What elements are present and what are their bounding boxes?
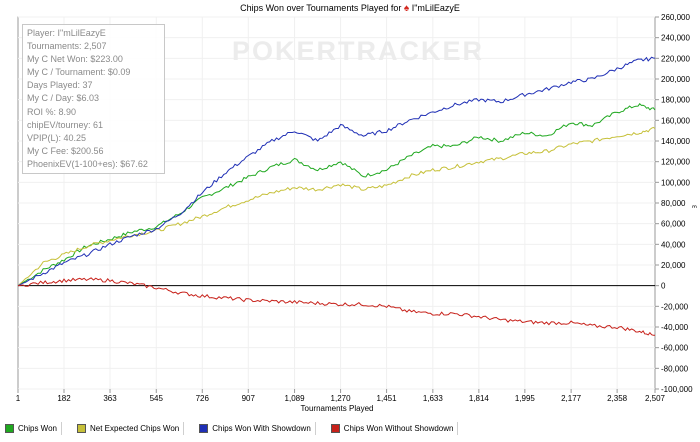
stat-line: VPIP(L): 40.25 bbox=[27, 132, 87, 143]
stats-panel: Player: I"mLilEazyE Tournaments: 2,507 My … bbox=[22, 24, 165, 174]
y-tick-label: 0 bbox=[661, 282, 666, 291]
legend-swatch bbox=[199, 423, 209, 433]
series-line bbox=[17, 103, 656, 287]
legend-swatch bbox=[330, 423, 340, 433]
legend-label: Chips Won Without Showdown bbox=[343, 423, 454, 433]
series-line bbox=[17, 56, 656, 287]
legend-swatch bbox=[76, 423, 86, 433]
y-tick-label: -100,000 bbox=[661, 385, 693, 394]
y-tick-label: -60,000 bbox=[661, 344, 689, 353]
y-tick-label: 200,000 bbox=[661, 75, 690, 84]
legend-label: Chips Won With Showdown bbox=[212, 423, 311, 433]
y-axis-side-mark: ₘ bbox=[692, 201, 697, 210]
tick-labels: -100,000 -80,000 -60,000 -40,000 -20,000 0 20,… bbox=[16, 13, 693, 403]
x-tick-label: 1,814 bbox=[469, 394, 490, 403]
legend-item[interactable]: Net Expected Chips Won bbox=[72, 421, 185, 435]
y-tick-label: 240,000 bbox=[661, 34, 690, 43]
x-tick-label: 1,270 bbox=[331, 394, 352, 403]
y-tick-label: 60,000 bbox=[661, 220, 686, 229]
y-tick-label: 180,000 bbox=[661, 96, 690, 105]
x-tick-label: 1 bbox=[16, 394, 21, 403]
chart-title-player: I"mLilEazyE bbox=[411, 3, 460, 13]
x-tick-label: 907 bbox=[242, 394, 256, 403]
stat-line: My C / Day: $6.03 bbox=[27, 93, 100, 104]
stat-line: Days Played: 37 bbox=[27, 80, 93, 91]
x-tick-label: 182 bbox=[57, 394, 71, 403]
x-tick-label: 726 bbox=[196, 394, 210, 403]
legend-swatch bbox=[5, 423, 14, 433]
y-tick-label: 160,000 bbox=[661, 116, 690, 125]
stat-line: My C / Tournament: $0.09 bbox=[27, 67, 131, 78]
spade-icon: ♠ bbox=[403, 3, 410, 14]
x-tick-label: 1,451 bbox=[377, 394, 398, 403]
series-line bbox=[17, 126, 656, 287]
y-tick-label: -80,000 bbox=[661, 364, 689, 373]
chart-title: Chips Won over Tournaments Played for ♠ … bbox=[0, 3, 700, 14]
y-tick-label: 80,000 bbox=[661, 199, 686, 208]
x-tick-label: 1,995 bbox=[515, 394, 536, 403]
stat-line: PhoenixEV(1-100+es): $67.62 bbox=[27, 158, 148, 169]
legend-item[interactable]: Chips Won With Showdown bbox=[194, 421, 316, 435]
stat-line: My C Fee: $200.56 bbox=[27, 145, 104, 156]
chart-title-text: Chips Won over Tournaments Played for bbox=[240, 3, 402, 13]
pokertracker-watermark: POKERTRACKER bbox=[232, 36, 485, 66]
legend-label: Chips Won bbox=[18, 423, 57, 433]
y-tick-label: -20,000 bbox=[661, 302, 689, 311]
y-tick-label: 100,000 bbox=[661, 178, 690, 187]
series-line bbox=[17, 277, 655, 336]
x-tick-label: 1,089 bbox=[285, 394, 306, 403]
y-tick-label: 140,000 bbox=[661, 137, 690, 146]
x-tick-label: 363 bbox=[103, 394, 117, 403]
x-tick-label: 2,177 bbox=[561, 394, 582, 403]
stat-line: Player: I"mLilEazyE bbox=[27, 28, 106, 38]
stat-line: Tournaments: 2,507 bbox=[27, 41, 107, 52]
x-axis-label: Tournaments Played bbox=[301, 404, 374, 413]
y-tick-label: 220,000 bbox=[661, 54, 690, 63]
legend-label: Net Expected Chips Won bbox=[89, 423, 180, 433]
y-tick-label: -40,000 bbox=[661, 323, 689, 332]
stat-line: My C Net Won: $223.00 bbox=[27, 54, 123, 65]
y-tick-label: 40,000 bbox=[661, 240, 686, 249]
legend-item[interactable]: Chips Won bbox=[0, 421, 62, 435]
y-tick-label: 20,000 bbox=[661, 261, 686, 270]
x-tick-label: 2,358 bbox=[607, 394, 628, 403]
axes bbox=[17, 16, 659, 393]
legend-item[interactable]: Chips Won Without Showdown bbox=[326, 421, 459, 435]
chart-legend: Chips Won Net Expected Chips Won Chips Won… bbox=[0, 419, 468, 437]
y-tick-label: 120,000 bbox=[661, 158, 690, 167]
x-tick-label: 2,507 bbox=[645, 394, 666, 403]
stat-line: chipEV/tourney: 61 bbox=[27, 119, 104, 130]
y-tick-label: 260,000 bbox=[661, 13, 690, 22]
series-lines bbox=[17, 56, 656, 336]
x-tick-label: 1,633 bbox=[423, 394, 444, 403]
x-tick-label: 545 bbox=[150, 394, 164, 403]
stat-line: ROI %: 8.90 bbox=[27, 106, 77, 117]
